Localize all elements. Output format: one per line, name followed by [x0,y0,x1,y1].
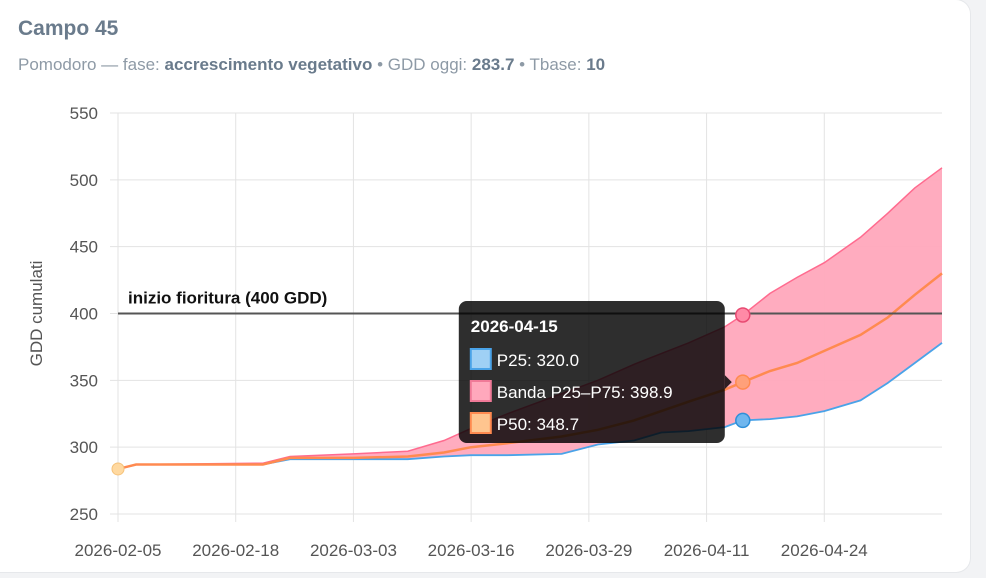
hover-point-band [735,307,751,323]
tooltip-swatch [469,380,492,402]
tooltip-item: P25: 320.0 [497,351,579,370]
phase-value: accrescimento vegetativo [164,55,373,74]
hover-point-p25 [735,412,751,429]
y-axis-title: GDD cumulati [27,261,46,367]
y-tick-label: 300 [70,438,98,457]
tooltip-swatch [469,412,492,434]
gdd-value: 283.7 [471,55,515,74]
separator: — [96,55,123,74]
hover-point-p50 [735,374,751,390]
today-point [111,462,125,476]
x-tick-label: 2026-02-18 [192,541,279,560]
x-tick-label: 2026-03-16 [428,541,515,560]
tbase-value: 10 [586,55,606,74]
x-tick-label: 2026-03-03 [310,541,397,560]
tbase-label: Tbase: [529,55,587,74]
card-subtitle: Pomodoro — fase: accrescimento vegetativ… [18,55,605,75]
phase-label: fase: [122,55,165,74]
tooltip-box [458,301,725,443]
separator-dot: • [514,55,530,74]
x-tick-label: 2026-04-11 [664,541,750,560]
x-tick-label: 2026-04-24 [781,541,868,560]
card-title: Campo 45 [18,17,119,40]
tooltip-item: P50: 348.7 [497,415,579,434]
threshold-label: inizio fioritura (400 GDD) [128,289,327,308]
tooltip-title: 2026-04-15 [471,317,558,336]
y-tick-label: 350 [70,371,98,390]
y-tick-label: 500 [70,171,98,190]
separator-dot: • [372,55,388,74]
tooltip: 2026-04-15 P25: 320.0 Banda P25–P75: 398.9… [458,301,732,443]
y-tick-label: 550 [70,104,98,123]
tooltip-swatch [469,348,492,370]
y-tick-label: 450 [70,238,98,257]
axes: 250 300 350 400 450 500 550 2026-02-05 2026-02-1… [27,104,868,560]
x-tick-label: 2026-03-29 [545,541,632,560]
y-tick-label: 250 [70,505,98,524]
tooltip-caret [724,375,732,390]
gdd-label: GDD oggi: [387,55,472,74]
tooltip-item: Banda P25–P75: 398.9 [497,383,673,402]
y-tick-label: 400 [70,305,98,324]
x-tick-label: 2026-02-05 [75,541,162,560]
band-area [118,167,942,470]
crop-name: Pomodoro [18,55,97,74]
